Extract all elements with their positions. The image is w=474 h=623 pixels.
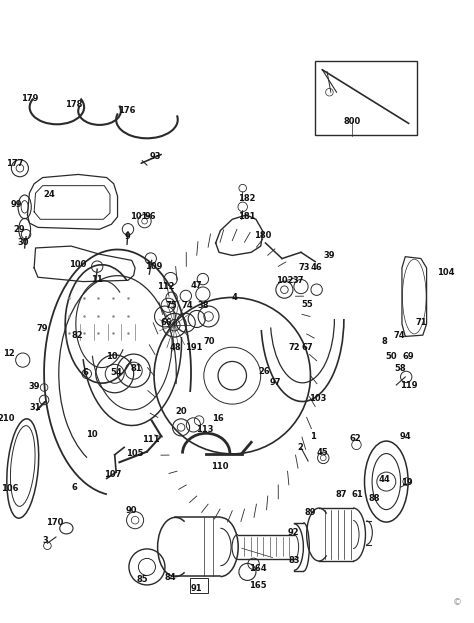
- Text: 97: 97: [269, 378, 281, 387]
- Text: 48: 48: [170, 343, 181, 352]
- Text: 31: 31: [30, 403, 41, 412]
- Text: 54: 54: [110, 368, 122, 377]
- Text: 94: 94: [400, 432, 411, 440]
- Text: 102: 102: [276, 276, 293, 285]
- Text: 46: 46: [311, 264, 322, 272]
- Text: 105: 105: [127, 449, 144, 458]
- Text: 93: 93: [150, 153, 161, 161]
- Text: 26: 26: [259, 367, 270, 376]
- Text: 178: 178: [65, 100, 82, 109]
- Text: 29: 29: [13, 225, 25, 234]
- Bar: [315, 61, 417, 135]
- Text: 110: 110: [211, 462, 228, 470]
- Text: 101: 101: [130, 212, 147, 221]
- Text: 10: 10: [86, 430, 97, 439]
- Text: 6: 6: [72, 483, 78, 492]
- Text: 177: 177: [6, 159, 23, 168]
- Text: 9: 9: [125, 232, 131, 241]
- Text: 85: 85: [137, 575, 148, 584]
- Text: 24: 24: [43, 190, 55, 199]
- Text: 6: 6: [82, 368, 88, 377]
- Text: 84: 84: [165, 573, 176, 582]
- Text: 44: 44: [378, 475, 390, 484]
- Text: 81: 81: [131, 364, 142, 373]
- Text: 210: 210: [0, 414, 14, 423]
- Text: 103: 103: [309, 394, 326, 403]
- Text: ©: ©: [453, 599, 462, 607]
- Text: 12: 12: [3, 350, 14, 358]
- Text: 104: 104: [437, 269, 454, 277]
- Text: 72: 72: [288, 343, 300, 352]
- Text: 4: 4: [232, 293, 237, 302]
- Text: 109: 109: [146, 262, 163, 271]
- Text: 800: 800: [343, 117, 360, 126]
- Text: 181: 181: [238, 212, 255, 221]
- Text: 82: 82: [72, 331, 83, 340]
- Text: 39: 39: [324, 251, 335, 260]
- Text: 55: 55: [301, 300, 313, 308]
- Text: 107: 107: [104, 470, 121, 479]
- Text: 66: 66: [161, 318, 173, 327]
- Text: 74: 74: [393, 331, 405, 340]
- Text: 113: 113: [196, 426, 213, 434]
- Text: 1: 1: [310, 432, 316, 440]
- Text: 38: 38: [197, 301, 209, 310]
- Text: 61: 61: [352, 490, 364, 498]
- Text: 39: 39: [29, 382, 40, 391]
- Text: 91: 91: [191, 584, 202, 593]
- Text: 79: 79: [37, 325, 48, 333]
- Text: 96: 96: [145, 212, 156, 221]
- Text: 37: 37: [293, 276, 304, 285]
- Text: 20: 20: [175, 407, 187, 416]
- Text: 73: 73: [299, 264, 310, 272]
- Text: 182: 182: [238, 194, 255, 202]
- Text: 180: 180: [255, 231, 272, 240]
- Text: 88: 88: [369, 494, 380, 503]
- Text: 176: 176: [118, 107, 136, 115]
- Text: 75: 75: [166, 301, 177, 310]
- Text: 165: 165: [249, 581, 267, 590]
- Text: 30: 30: [17, 239, 28, 247]
- Text: 90: 90: [126, 506, 137, 515]
- Text: 8: 8: [381, 337, 387, 346]
- Text: 47: 47: [191, 281, 202, 290]
- Text: 92: 92: [288, 528, 300, 537]
- Text: 58: 58: [395, 364, 406, 373]
- Text: 89: 89: [305, 508, 316, 516]
- Text: 69: 69: [403, 352, 414, 361]
- Text: 2: 2: [297, 443, 303, 452]
- Text: 87: 87: [336, 490, 347, 498]
- Text: 71: 71: [415, 318, 427, 327]
- Text: 62: 62: [350, 434, 361, 443]
- Text: 112: 112: [157, 282, 175, 291]
- Text: 119: 119: [400, 381, 417, 389]
- Text: 70: 70: [204, 337, 215, 346]
- Text: 170: 170: [46, 518, 63, 526]
- Text: 111: 111: [142, 435, 160, 444]
- Text: 106: 106: [1, 484, 18, 493]
- Text: 45: 45: [317, 448, 328, 457]
- Text: 74: 74: [182, 301, 193, 310]
- Text: 191: 191: [185, 343, 202, 352]
- Text: 100: 100: [70, 260, 87, 269]
- Text: 50: 50: [385, 352, 397, 361]
- Text: 67: 67: [301, 343, 313, 352]
- Text: 3: 3: [42, 536, 48, 545]
- Text: 16: 16: [212, 414, 224, 423]
- Text: 179: 179: [21, 94, 38, 103]
- Text: 11: 11: [91, 275, 103, 283]
- Text: 164: 164: [249, 564, 267, 573]
- Text: 99: 99: [11, 200, 22, 209]
- Text: 10: 10: [106, 352, 117, 361]
- Text: 83: 83: [288, 556, 300, 565]
- Text: 19: 19: [401, 478, 412, 487]
